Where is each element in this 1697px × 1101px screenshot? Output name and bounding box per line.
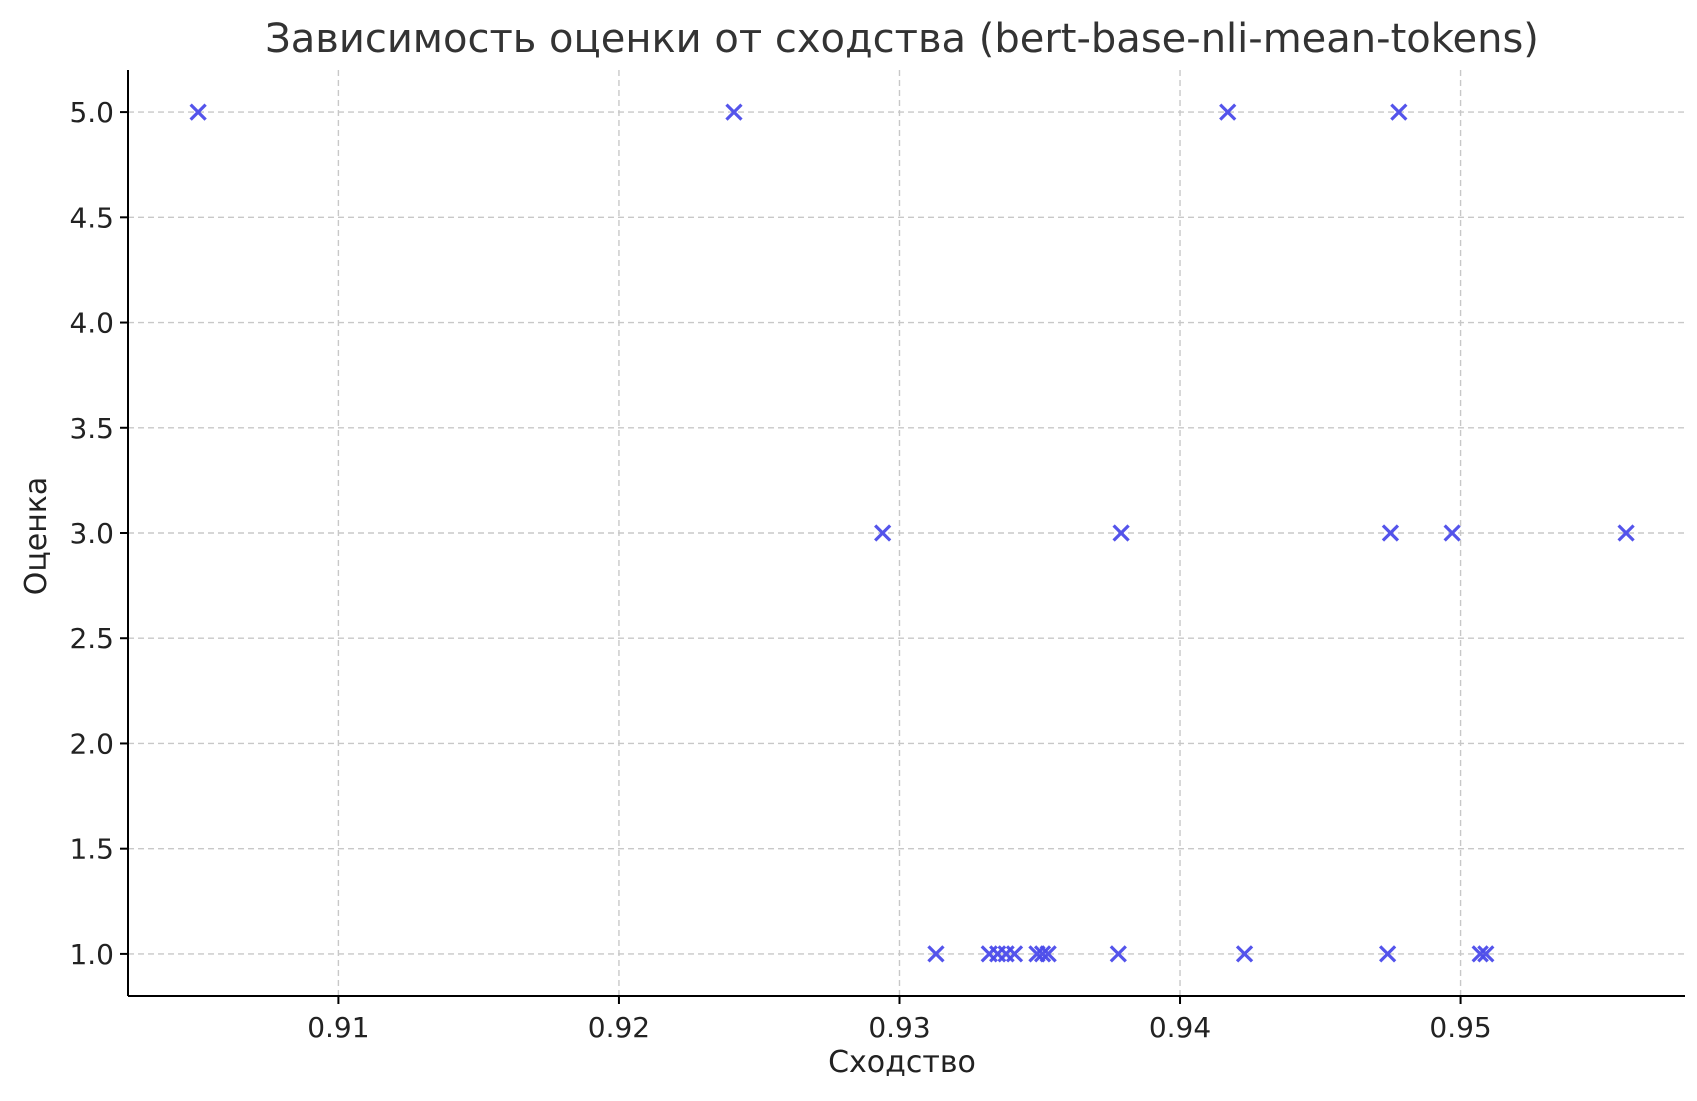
data-point [1005,945,1024,963]
data-point [874,524,892,542]
y-tick-label: 4.5 [69,201,114,234]
y-tick-label: 2.0 [69,727,114,760]
y-tick-label: 3.5 [69,412,114,445]
x-axis-ticks: 0.91 0.92 0.93 0.94 0.95 [307,996,1492,1044]
y-tick-label: 3.0 [69,517,114,550]
chart-title: Зависимость оценки от сходства (bert-bas… [265,16,1539,62]
grid-lines [128,70,1685,996]
data-point [1617,524,1635,542]
x-tick-label: 0.95 [1429,1011,1491,1044]
data-point [1219,103,1237,121]
y-axis-label: Оценка [19,477,54,596]
data-point [1109,945,1127,963]
data-point [189,103,207,121]
y-tick-label: 1.0 [69,938,114,971]
data-point [1477,945,1495,963]
data-point [927,945,945,963]
data-points [189,103,1635,963]
data-point [1390,103,1408,121]
data-point [1381,524,1400,542]
data-point [1039,945,1057,963]
x-axis-label: Сходство [828,1045,976,1080]
data-point [1112,524,1130,542]
data-point [1471,945,1489,963]
y-axis-ticks: 1.0 1.5 2.0 2.5 3.0 3.5 4.0 4.5 5.0 [69,96,128,971]
x-tick-label: 0.93 [868,1011,930,1044]
x-tick-label: 0.91 [307,1011,369,1044]
x-tick-label: 0.92 [588,1011,650,1044]
data-point [1033,945,1052,963]
data-point [1378,945,1397,963]
data-point [1235,945,1254,963]
y-tick-label: 1.5 [69,833,114,866]
y-tick-label: 2.5 [69,622,114,655]
x-tick-label: 0.94 [1149,1011,1211,1044]
y-tick-label: 4.0 [69,307,114,340]
y-tick-label: 5.0 [69,96,114,129]
data-point [1443,524,1461,542]
data-point [725,103,743,121]
